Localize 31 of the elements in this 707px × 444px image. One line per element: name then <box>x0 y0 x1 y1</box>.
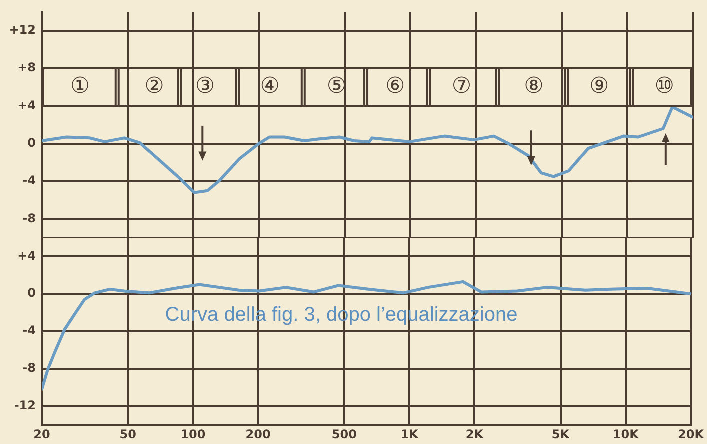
y-tick-label: +8 <box>18 60 36 75</box>
annotation: ⑩ <box>654 74 674 100</box>
annotation: ② <box>144 74 164 100</box>
y-tick-label: -12 <box>14 398 36 412</box>
y-tick-label: -8 <box>22 211 36 226</box>
y-tick-label: -4 <box>22 324 36 338</box>
y-tick-label: +4 <box>18 98 36 112</box>
y-tick-label: -8 <box>22 361 36 376</box>
annotation: ⑧ <box>524 74 544 100</box>
x-tick-label: 20K <box>678 427 705 442</box>
annotation: ⑥ <box>385 74 406 100</box>
annotation: ③ <box>195 74 216 100</box>
y-tick-label: +12 <box>9 22 36 37</box>
x-tick-label: 50 <box>120 427 136 442</box>
x-tick-label: 500 <box>332 427 357 442</box>
x-tick-label: 100 <box>180 427 206 442</box>
annotation: ④ <box>260 74 280 100</box>
x-tick-label: 200 <box>246 427 271 442</box>
annotation: ⑤ <box>326 74 347 100</box>
y-tick-label: 0 <box>28 286 36 300</box>
x-tick-label: 20 <box>34 427 50 442</box>
x-tick-label: 1K <box>400 427 420 442</box>
x-tick-label: 2K <box>466 427 484 442</box>
x-tick-label: 10K <box>612 427 640 442</box>
annotation: ① <box>70 74 90 100</box>
y-tick-label: -4 <box>22 174 36 188</box>
y-tick-label: 0 <box>28 136 36 150</box>
annotation: ⑨ <box>589 74 610 100</box>
annotation: ⑦ <box>452 74 472 100</box>
x-tick-label: 5K <box>552 427 570 442</box>
y-tick-label: +4 <box>18 248 36 263</box>
